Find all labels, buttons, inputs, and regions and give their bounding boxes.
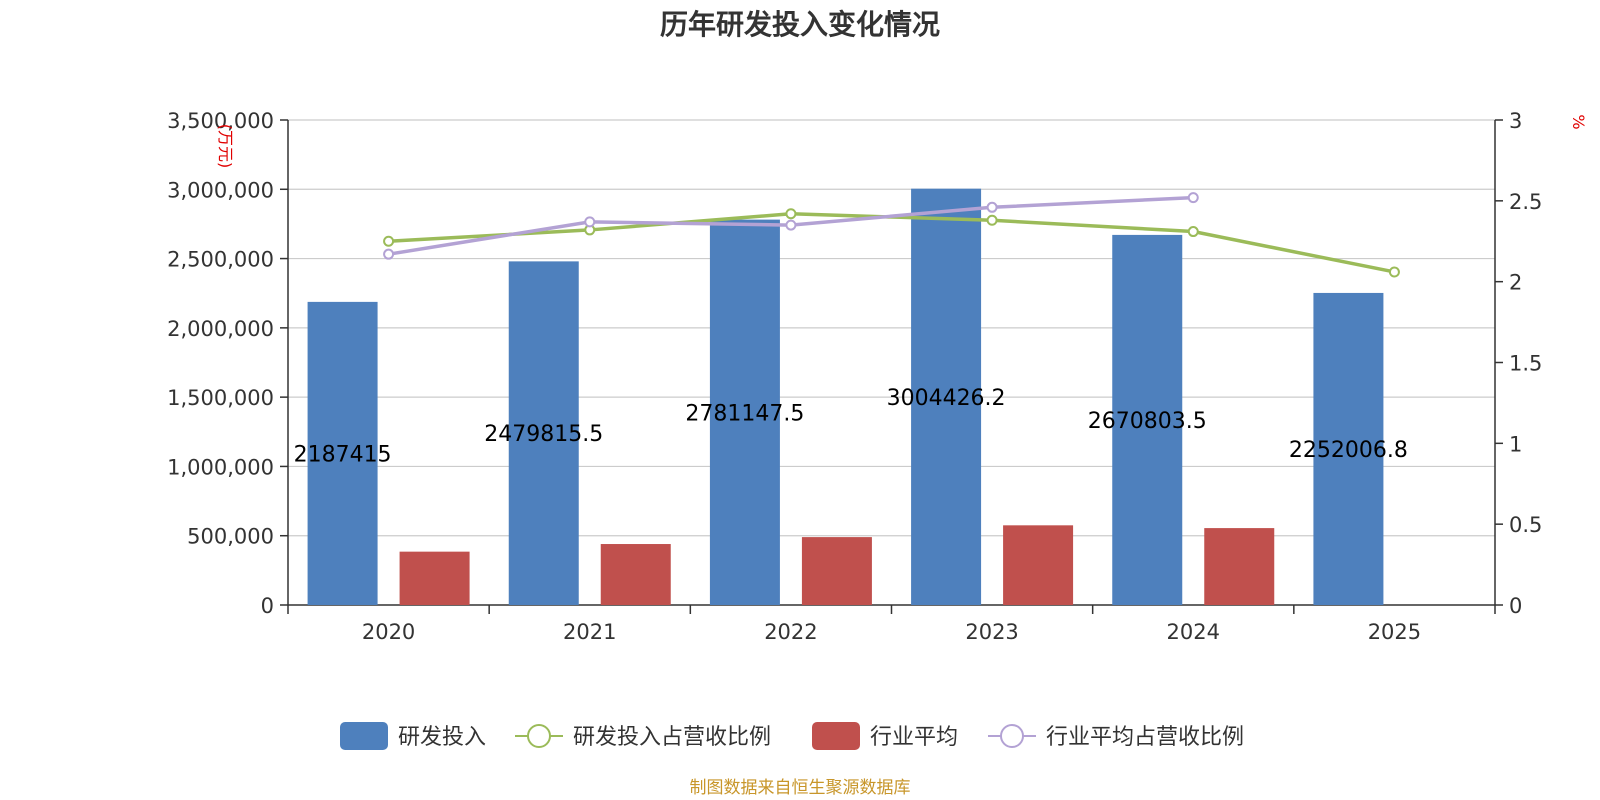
bar-行业平均 [1204,528,1275,605]
bar-研发投入 [1313,292,1384,605]
bars [307,188,1384,605]
bar-行业平均 [801,537,872,605]
legend-marker-研发投入占营收比例 [527,724,551,748]
y-right-unit-label: % [1569,114,1588,129]
x-tick-label: 2025 [1368,620,1421,644]
bar-行业平均 [1003,525,1074,605]
point-行业平均占营收比例 [584,216,596,228]
data-label: 2781147.5 [685,401,804,426]
grid [288,119,1495,537]
data-label: 2252006.8 [1289,438,1408,463]
legend-swatch-研发投入 [340,722,388,750]
y-right-tick-label: 3 [1509,109,1522,133]
x-tick-label: 2024 [1167,620,1220,644]
legend: 研发投入 研发投入占营收比例 行业平均 行业平均占营收比例 [340,722,1244,750]
point-研发投入占营收比例 [383,235,395,247]
legend-label: 研发投入占营收比例 [573,725,771,750]
legend-label: 行业平均占营收比例 [1046,725,1244,750]
y-left-tick-label: 3,500,000 [167,109,274,133]
point-研发投入占营收比例 [1388,266,1400,278]
legend-label: 行业平均 [870,725,958,750]
bar-行业平均 [600,544,671,605]
data-labels: 2187415 2479815.5 2781147.5 3004426.2 267080… [294,386,1408,468]
data-label: 2187415 [294,442,392,467]
y-right-tick-label: 0.5 [1509,513,1542,537]
y-right-tick-label: 1 [1509,432,1522,456]
point-研发投入占营收比例 [785,208,797,220]
y-right-tick-label: 2.5 [1509,190,1542,214]
data-label: 2670803.5 [1088,409,1207,434]
data-label: 3004426.2 [887,386,1006,411]
chart-title: 历年研发投入变化情况 [660,8,940,41]
x-tick-label: 2020 [362,620,415,644]
legend-marker-行业平均占营收比例 [1000,724,1024,748]
y-left-tick-label: 1,000,000 [167,455,274,479]
y-left-tick-label: 1,500,000 [167,386,274,410]
bar-研发投入 [307,301,378,605]
bar-研发投入 [911,188,982,605]
x-tick-label: 2023 [965,620,1018,644]
y-left-tick-label: 2,000,000 [167,317,274,341]
point-行业平均占营收比例 [1187,192,1199,204]
bar-研发投入 [508,261,579,605]
source-note: 制图数据来自恒生聚源数据库 [690,778,911,798]
legend-label: 研发投入 [398,725,486,750]
y-right-tick-label: 1.5 [1509,352,1542,376]
y-left-tick-label: 2,500,000 [167,248,274,272]
point-行业平均占营收比例 [986,201,998,213]
y-left-tick-label: 3,000,000 [167,178,274,202]
y-left-unit-label: (万元) [216,124,235,169]
data-label: 2479815.5 [484,422,603,447]
x-tick-label: 2021 [563,620,616,644]
bar-研发投入 [1112,234,1183,605]
legend-swatch-行业平均 [812,722,860,750]
y-right-tick-label: 2 [1509,271,1522,295]
point-研发投入占营收比例 [1187,226,1199,238]
y-left-tick-label: 0 [261,594,274,618]
point-行业平均占营收比例 [383,248,395,260]
bar-研发投入 [709,219,780,605]
y-right-tick-label: 0 [1509,594,1522,618]
point-研发投入占营收比例 [986,214,998,226]
x-tick-label: 2022 [764,620,817,644]
bar-行业平均 [399,551,470,605]
axes: 0 500,000 1,000,000 1,500,000 2,000,000 2,500… [167,109,1588,644]
point-行业平均占营收比例 [785,219,797,231]
y-left-tick-label: 500,000 [187,525,274,549]
lines [383,192,1400,278]
